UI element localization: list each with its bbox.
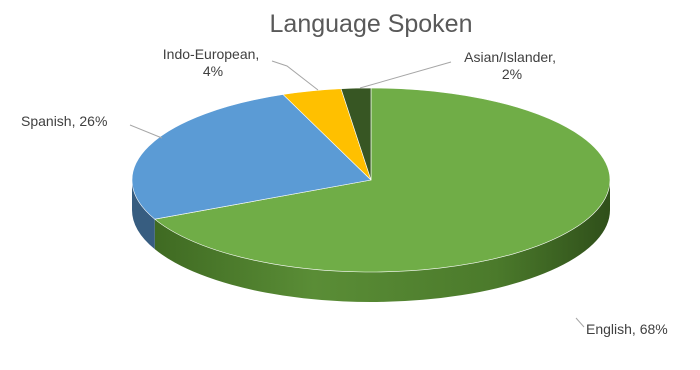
pie-side-english — [154, 180, 610, 302]
pie-slice-asian-islander — [340, 87, 372, 181]
data-label-indo-european: Indo-European, 4% — [163, 46, 263, 79]
leader-line-indo-european — [271, 60, 319, 91]
pie-side-group — [132, 180, 610, 302]
pie-slice-english — [154, 87, 611, 273]
pie-side-spanish — [132, 180, 155, 250]
data-label-english: English, 68% — [586, 321, 668, 337]
data-label-asian-islander: Asian/Islander, 2% — [464, 49, 560, 82]
leader-line-spanish — [129, 124, 163, 139]
pie-slice-spanish — [131, 94, 372, 220]
leader-lines — [129, 60, 585, 328]
pie-top-group — [131, 87, 611, 273]
leader-line-english — [575, 317, 585, 328]
leader-line-asian-islander — [359, 61, 452, 89]
chart-title: Language Spoken — [270, 10, 473, 38]
data-label-spanish: Spanish, 26% — [21, 113, 107, 129]
